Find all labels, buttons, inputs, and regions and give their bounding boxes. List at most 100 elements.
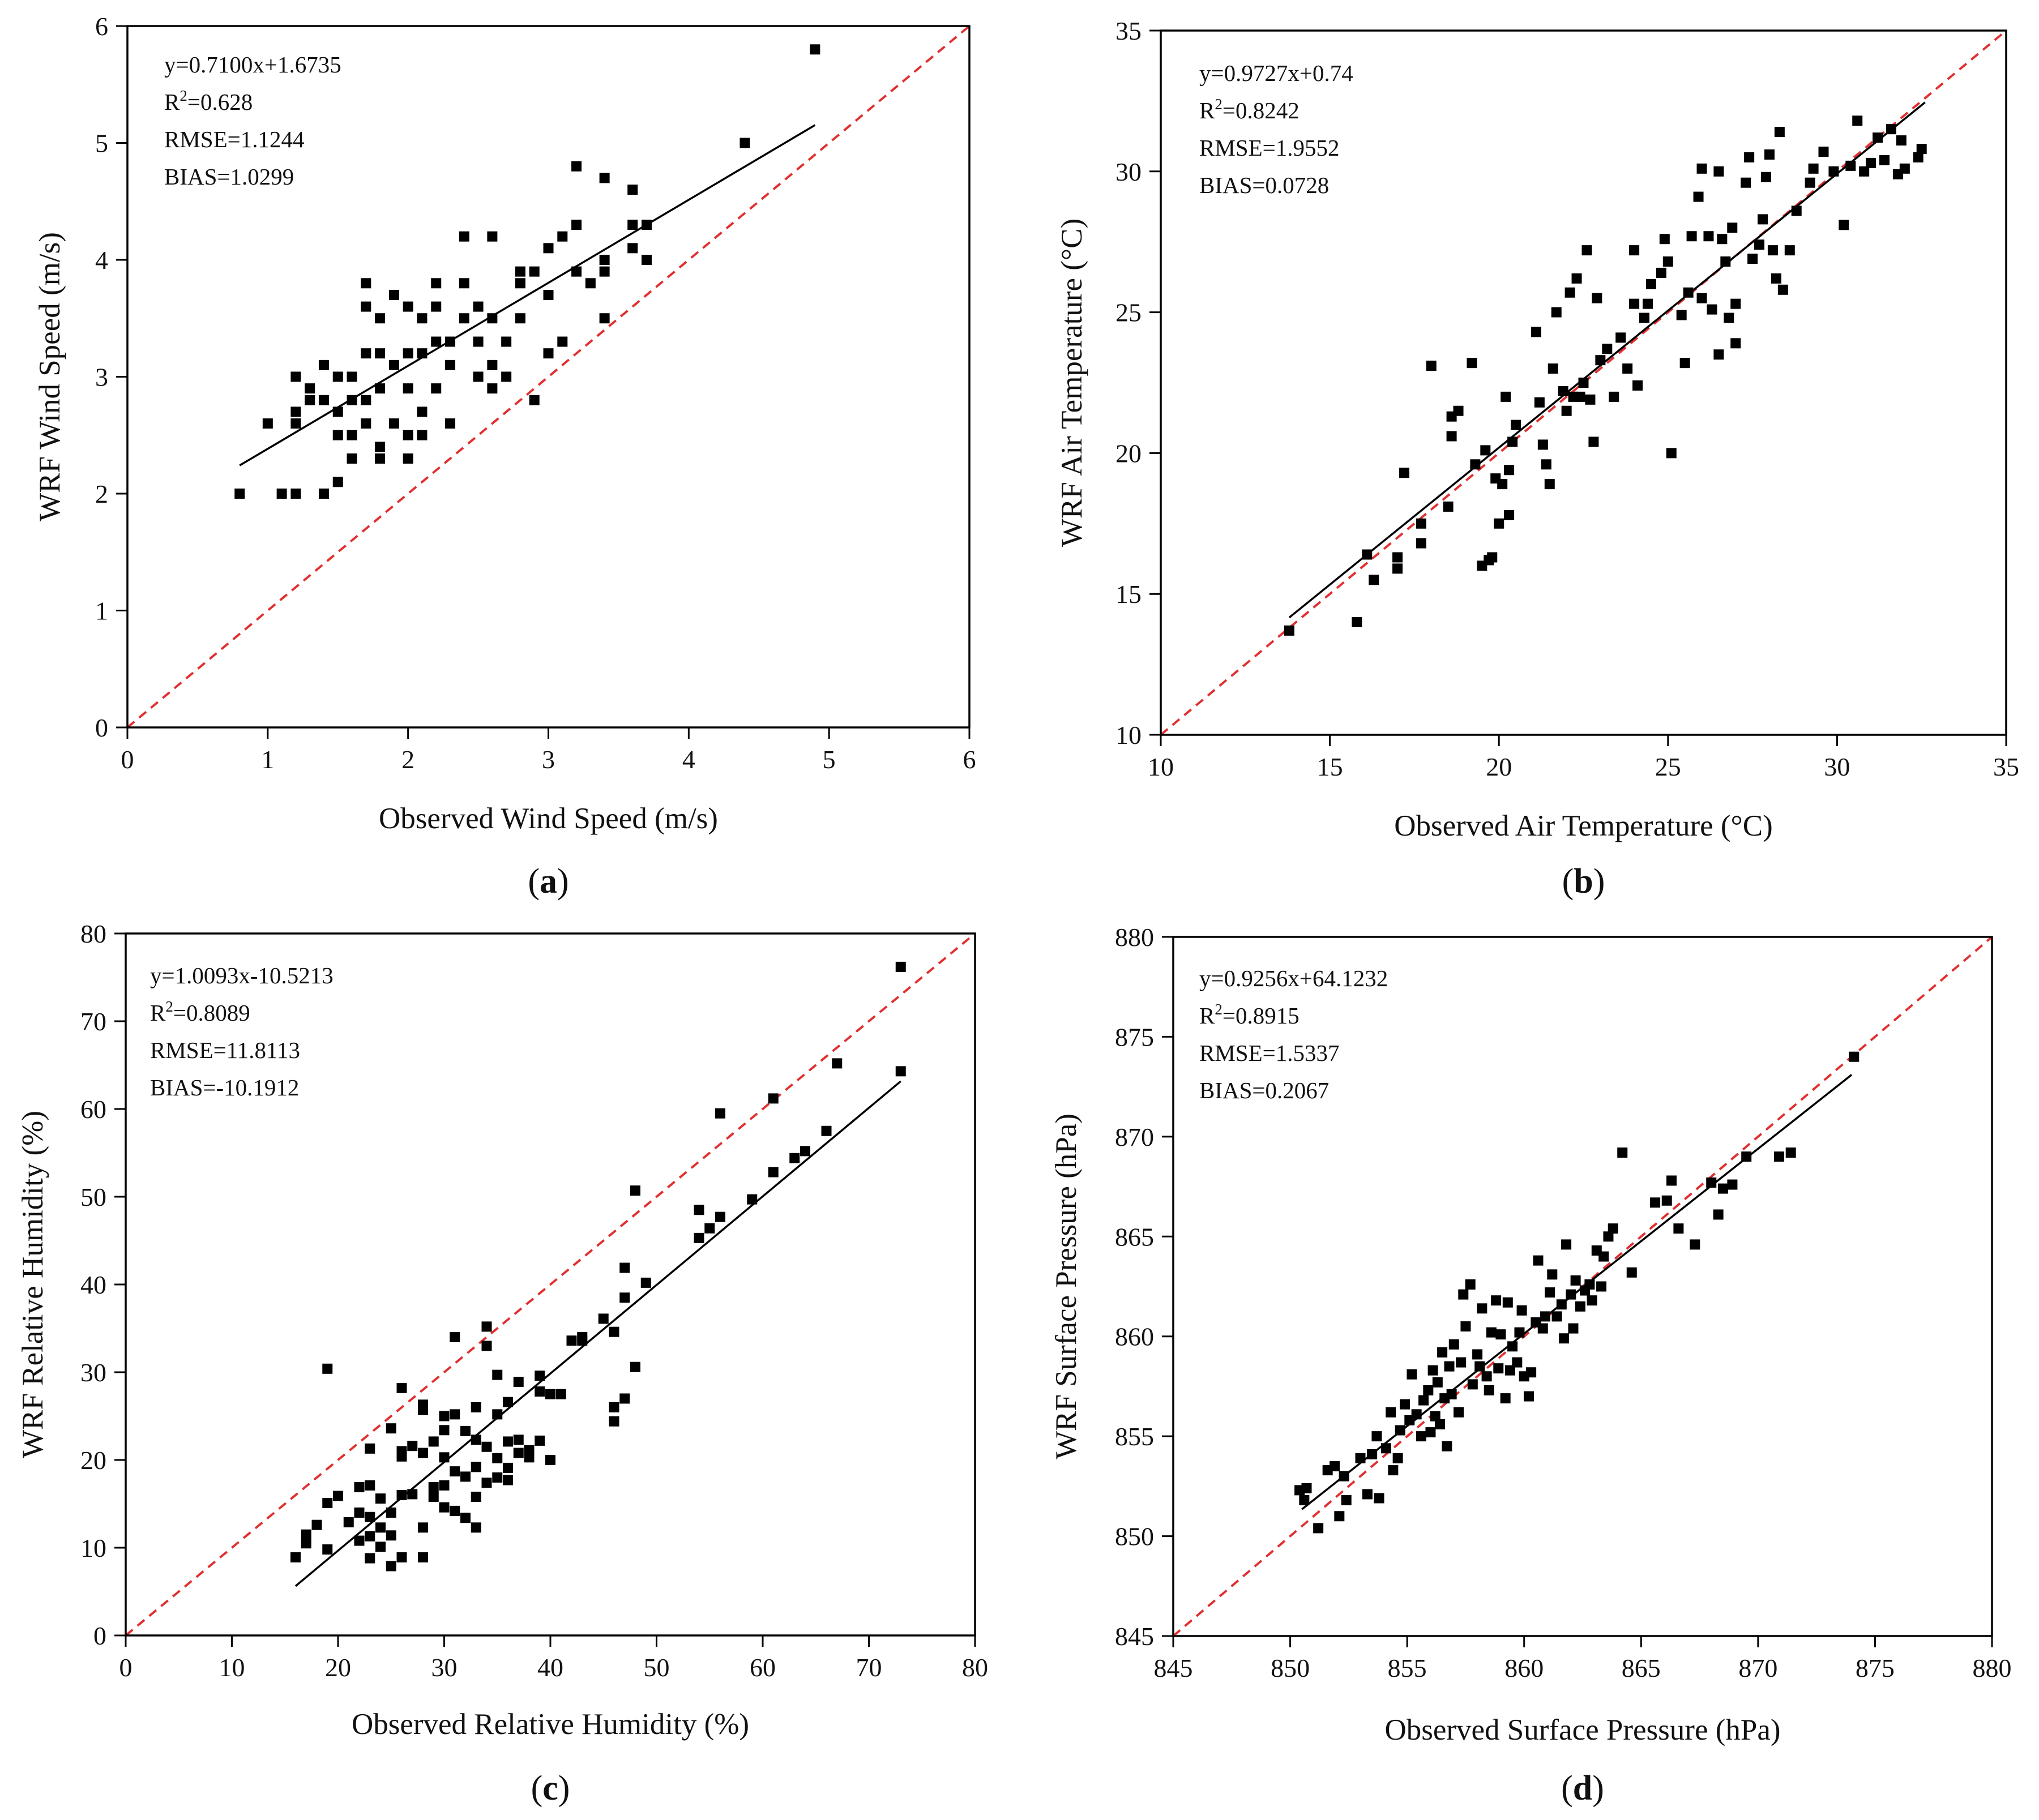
- data-point: [1541, 459, 1551, 470]
- x-tick-label: 30: [1824, 752, 1850, 781]
- data-point: [332, 371, 343, 382]
- data-point: [515, 278, 525, 289]
- data-point: [417, 406, 428, 417]
- x-tick-label: 6: [963, 745, 976, 774]
- data-point: [1537, 1323, 1548, 1334]
- panel-a: 0 1 2 3 4 5 6 0 1 2 3 4 5 6 Observed Wind Speed (m/s) W…: [0, 0, 1019, 910]
- x-tick-label: 865: [1622, 1654, 1661, 1682]
- data-point: [503, 1436, 513, 1447]
- x-axis-title: Observed Wind Speed (m/s): [379, 802, 718, 835]
- data-point: [1514, 1327, 1525, 1338]
- data-point: [1730, 338, 1741, 349]
- x-tick-label: 20: [1486, 752, 1512, 781]
- data-point: [1504, 1365, 1515, 1376]
- data-point: [1416, 538, 1426, 549]
- stat-line: BIAS=-10.1912: [150, 1074, 299, 1100]
- data-point: [471, 1522, 481, 1533]
- data-point: [1771, 273, 1781, 284]
- data-point: [1544, 479, 1555, 490]
- x-tick-label: 3: [542, 745, 555, 774]
- data-point: [1516, 1305, 1527, 1316]
- data-point: [1537, 439, 1548, 450]
- data-point: [1777, 284, 1788, 295]
- data-point: [445, 418, 456, 429]
- data-point: [361, 348, 371, 359]
- data-point: [1717, 1183, 1728, 1194]
- data-point: [1470, 459, 1481, 470]
- data-point: [1730, 298, 1741, 309]
- data-point: [1866, 157, 1876, 168]
- data-point: [1896, 135, 1907, 146]
- data-point: [388, 289, 399, 300]
- data-point: [403, 430, 413, 440]
- data-point: [473, 371, 484, 382]
- data-point: [800, 1146, 810, 1157]
- data-point: [503, 1397, 513, 1407]
- data-point: [318, 359, 329, 370]
- data-point: [1502, 1297, 1513, 1308]
- data-point: [1645, 279, 1656, 289]
- y-axis-title: WRF Relative Humidity (%): [16, 1111, 49, 1458]
- data-point: [1849, 1051, 1860, 1062]
- data-point: [290, 406, 301, 417]
- x-tick-label: 860: [1504, 1654, 1544, 1682]
- data-point: [375, 313, 386, 324]
- data-point: [1617, 1147, 1628, 1158]
- stat-line: y=0.9727x+0.74: [1199, 60, 1353, 86]
- data-point: [513, 1434, 524, 1445]
- data-point: [513, 1377, 524, 1388]
- stat-line: RMSE=11.8113: [150, 1037, 300, 1063]
- data-point: [1707, 304, 1717, 315]
- data-point: [1584, 1279, 1595, 1290]
- data-point: [1491, 1295, 1502, 1306]
- stat-line: R2=0.8915: [1199, 1001, 1300, 1029]
- data-point: [535, 1435, 545, 1446]
- data-point: [375, 1493, 386, 1504]
- data-point: [577, 1332, 588, 1342]
- data-point: [396, 1446, 407, 1457]
- data-point: [1609, 391, 1619, 402]
- stat-line: R2=0.8242: [1199, 96, 1300, 123]
- data-point: [460, 1425, 471, 1436]
- y-tick-label: 875: [1115, 1022, 1154, 1051]
- data-point: [301, 1529, 311, 1540]
- panel-c: 0 10 20 30 40 50 60 70 80 0 10 20 30 40 50 60 70 80 Observ…: [0, 910, 1019, 1819]
- y-tick-label: 880: [1115, 923, 1154, 952]
- y-tick-label: 60: [80, 1095, 106, 1124]
- x-tick-label: 850: [1271, 1654, 1310, 1682]
- data-point: [1313, 1523, 1324, 1534]
- data-point: [439, 1411, 450, 1421]
- data-point: [1676, 310, 1687, 320]
- data-point: [403, 383, 413, 394]
- panel-label: (b): [1562, 862, 1605, 901]
- data-point: [1629, 298, 1640, 309]
- data-point: [290, 371, 301, 382]
- data-point: [431, 336, 442, 347]
- y-tick-label: 15: [1115, 580, 1142, 609]
- data-point: [1330, 1461, 1340, 1472]
- data-point: [1785, 1147, 1796, 1158]
- data-point: [322, 1363, 333, 1374]
- data-point: [1632, 380, 1643, 391]
- data-point: [1371, 1431, 1382, 1442]
- data-point: [1437, 1347, 1448, 1357]
- data-point: [1859, 166, 1870, 177]
- data-point: [1497, 479, 1508, 490]
- y-tick-label: 0: [95, 713, 108, 742]
- data-point: [627, 220, 638, 230]
- data-point: [1551, 1311, 1562, 1322]
- data-point: [1477, 1303, 1487, 1314]
- data-point: [704, 1223, 715, 1234]
- data-point: [492, 1453, 503, 1463]
- data-point: [375, 1522, 386, 1533]
- data-point: [471, 1492, 481, 1502]
- panel-b: 10 15 20 25 30 35 10 15 20 25 30 35 Observed Air Tem…: [1019, 0, 2038, 910]
- data-point: [1666, 448, 1677, 459]
- data-point: [375, 1541, 386, 1552]
- data-point: [1696, 163, 1707, 174]
- data-point: [1460, 1321, 1471, 1332]
- data-point: [529, 266, 540, 277]
- stat-line: R2=0.628: [164, 87, 253, 115]
- data-point: [557, 231, 568, 242]
